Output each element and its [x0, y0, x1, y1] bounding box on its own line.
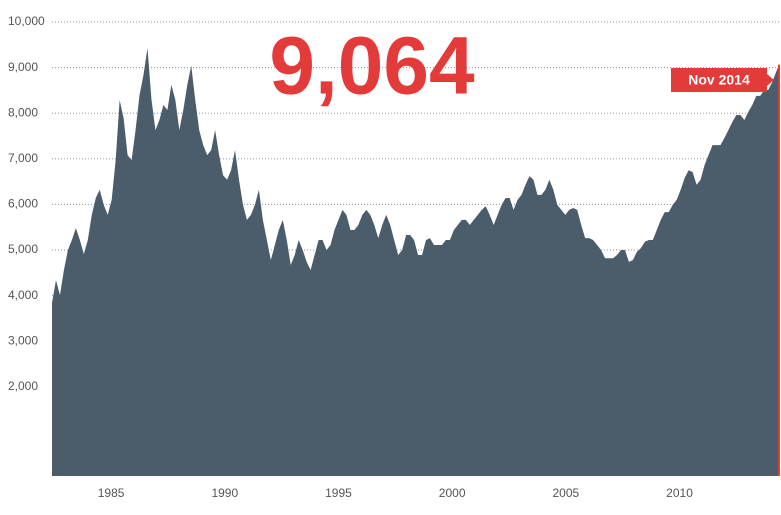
- y-tick-label: 3,000: [8, 333, 38, 347]
- annotation: 9,064: [269, 21, 475, 112]
- highlight-pointer: [767, 74, 774, 86]
- y-tick-label: 2,000: [8, 379, 38, 393]
- x-tick-label: 1990: [211, 486, 238, 500]
- y-tick-label: 7,000: [8, 151, 38, 165]
- x-tick-label: 2010: [666, 486, 693, 500]
- area: [52, 47, 779, 477]
- plot: [52, 47, 780, 477]
- y-tick-label: 4,000: [8, 288, 38, 302]
- y-tick-label: 9,000: [8, 60, 38, 74]
- y-tick-label: 10,000: [8, 14, 45, 28]
- labels: 2,000 3,000 4,000 5,000 6,000 7,000 8,000 9,000…: [8, 14, 774, 500]
- y-tick-label: 8,000: [8, 105, 38, 119]
- x-tick-label: 1995: [325, 486, 352, 500]
- x-tick-label: 2005: [552, 486, 579, 500]
- x-tick-label: 2000: [439, 486, 466, 500]
- y-tick-label: 6,000: [8, 197, 38, 211]
- x-tick-label: 1985: [98, 486, 125, 500]
- highlight-label: Nov 2014: [688, 72, 750, 88]
- highlight-box: [671, 68, 767, 92]
- y-tick-label: 5,000: [8, 242, 38, 256]
